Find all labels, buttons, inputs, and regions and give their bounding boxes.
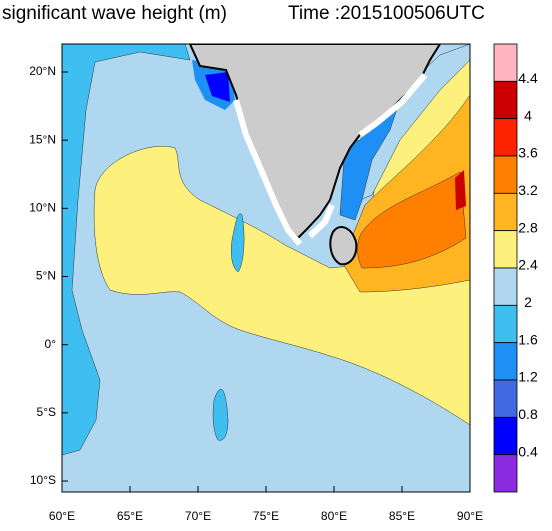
colorbar-box	[493, 379, 518, 418]
contour-band	[62, 44, 191, 456]
colorbar: 4.4 4 3.6 3.2 2.8 2.4 2 1.6 1.2 0.8 0.4	[493, 43, 538, 493]
contour-band	[212, 388, 229, 441]
axes: 60°E 65°E 70°E 75°E 80°E 85°E 90°E 20°N 15°N 10°N…	[29, 64, 483, 523]
x-tick-label: 60°E	[49, 509, 75, 523]
contour-field	[62, 44, 470, 492]
y-tick-label: 15°N	[29, 132, 56, 146]
title: significant wave height (m)	[2, 3, 227, 24]
colorbar-box	[493, 192, 518, 232]
y-tick-label: 20°N	[29, 64, 56, 78]
colorbar-box	[493, 416, 518, 456]
y-tick-label: 5°S	[37, 405, 56, 419]
colorbar-label: 3.2	[518, 182, 538, 198]
contour-band	[357, 171, 467, 269]
colorbar-box	[493, 80, 518, 120]
colorbar-box	[493, 230, 518, 269]
colorbar-box	[493, 155, 518, 194]
y-tick-label: 5°N	[36, 269, 56, 283]
x-tick-label: 75°E	[253, 509, 279, 523]
x-tick-label: 65°E	[117, 509, 143, 523]
colorbar-box	[493, 454, 518, 493]
colorbar-label: 0.8	[518, 406, 538, 422]
colorbar-label: 2.4	[518, 257, 538, 273]
colorbar-label: 4.4	[518, 70, 538, 86]
y-tick-label: 10°N	[29, 201, 56, 215]
colorbar-label: 2	[524, 294, 532, 310]
y-tick-label: 10°S	[30, 473, 56, 487]
colorbar-label: 1.6	[518, 331, 538, 347]
colorbar-box	[493, 43, 518, 82]
x-tick-label: 90°E	[457, 509, 483, 523]
mask-cells	[233, 73, 428, 246]
srilanka-land	[329, 226, 358, 266]
colorbar-label: 3.6	[518, 145, 538, 161]
colorbar-box	[493, 267, 518, 306]
colorbar-box	[493, 304, 518, 344]
colorbar-label: 4	[524, 107, 532, 123]
contour-band	[455, 170, 466, 210]
colorbar-label: 1.2	[518, 369, 538, 385]
time-label: Time :2015100506UTC	[288, 3, 485, 24]
colorbar-label: 2.8	[518, 219, 538, 235]
y-tick-label: 0°	[45, 337, 57, 351]
x-tick-label: 80°E	[321, 509, 347, 523]
x-tick-label: 70°E	[185, 509, 211, 523]
contour-band	[93, 47, 470, 426]
colorbar-box	[493, 342, 518, 381]
colorbar-label: 0.4	[518, 443, 538, 459]
contour-band	[205, 72, 230, 102]
contour-band	[231, 213, 245, 273]
colorbar-box	[493, 118, 518, 157]
x-tick-label: 85°E	[389, 509, 415, 523]
